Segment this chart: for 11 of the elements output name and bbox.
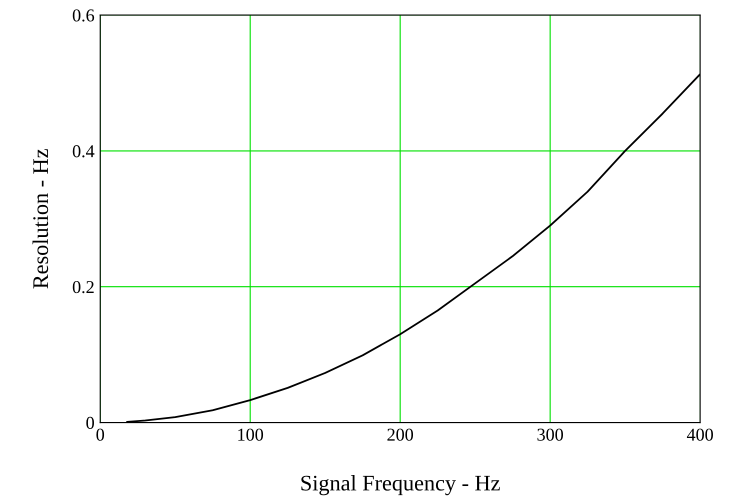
y-tick-label: 0.4 — [72, 145, 94, 158]
x-tick-label: 100 — [238, 428, 264, 441]
x-axis-title: Signal Frequency - Hz — [301, 475, 500, 496]
y-tick-label: 0.6 — [72, 9, 94, 22]
x-tick-label: 0 — [96, 428, 104, 441]
y-tick-label: 0.2 — [72, 280, 94, 294]
y-axis-title: Resolution - Hz — [32, 149, 48, 289]
x-tick-label: 300 — [537, 428, 564, 441]
x-tick-label: 200 — [387, 428, 414, 441]
x-tick-label: 400 — [686, 428, 713, 441]
y-tick-label: 0 — [86, 416, 94, 429]
